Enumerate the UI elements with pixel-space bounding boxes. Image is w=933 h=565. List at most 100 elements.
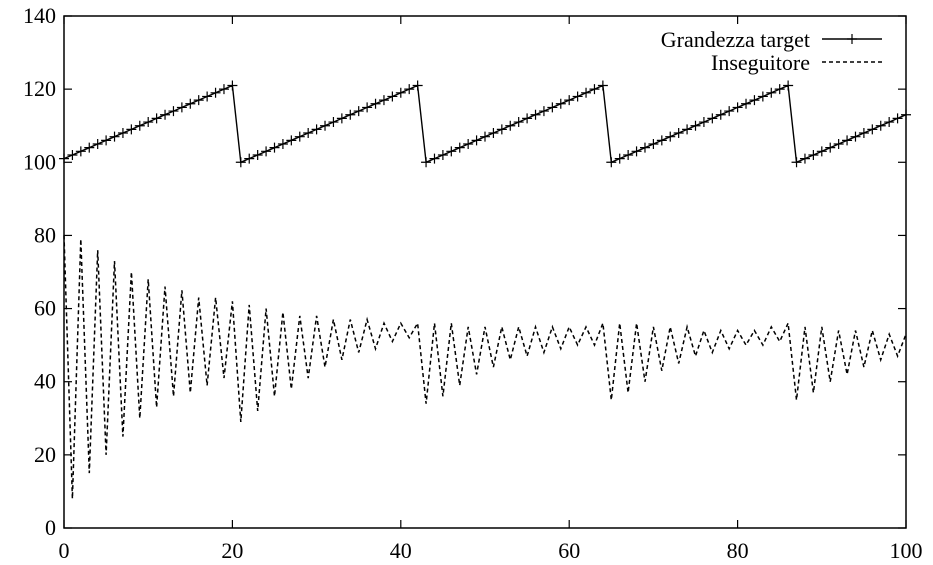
y-tick-label: 40 <box>34 369 56 394</box>
series-point-marker <box>277 139 288 149</box>
series-point-marker <box>505 120 516 131</box>
series-point-marker <box>572 91 583 102</box>
series-line-grandezza-target <box>63 84 907 164</box>
series-point-marker <box>185 98 196 109</box>
series-point-marker <box>715 109 726 120</box>
x-tick-label: 100 <box>890 538 923 563</box>
series-point-marker <box>134 120 145 131</box>
series-point-marker <box>741 98 752 109</box>
y-tick-label: 140 <box>23 3 56 28</box>
series-point-marker <box>589 84 600 95</box>
series-point-marker <box>757 91 768 102</box>
x-tick-label: 60 <box>558 538 580 563</box>
series-point-marker <box>227 80 238 91</box>
series-point-marker <box>858 128 869 139</box>
series-point-marker <box>59 153 69 164</box>
plot-frame <box>63 15 907 529</box>
x-tick-label: 40 <box>390 538 412 563</box>
series-point-marker <box>875 120 886 131</box>
series-point-marker <box>395 87 406 98</box>
series-point-marker <box>842 135 853 146</box>
series-point-marker <box>892 113 903 124</box>
series-point-marker <box>370 98 381 109</box>
series-point-marker <box>639 142 650 153</box>
series-point-marker <box>336 113 347 124</box>
y-tick-label: 80 <box>34 222 56 247</box>
legend-marker-plus <box>847 34 857 44</box>
series-point-marker <box>555 98 566 109</box>
legend: Grandezza target Inseguitore <box>661 27 882 75</box>
series-point-marker <box>884 117 895 128</box>
series-line-inseguitore <box>63 235 907 499</box>
series-point-marker <box>597 80 608 91</box>
y-tick-label: 100 <box>23 149 56 174</box>
series-point-marker <box>252 149 263 160</box>
series-point-marker <box>67 149 78 160</box>
series-point-marker <box>791 157 802 168</box>
series-point-marker <box>724 106 735 117</box>
series-point-marker <box>825 142 836 153</box>
x-tick-label: 0 <box>59 538 70 563</box>
y-tick-label: 120 <box>23 76 56 101</box>
series-point-marker <box>151 113 162 124</box>
series-point-marker <box>92 139 103 149</box>
series-point-marker <box>412 80 423 91</box>
series-point-marker <box>353 106 364 117</box>
legend-label-grandezza-target: Grandezza target <box>661 27 810 52</box>
series-point-marker <box>673 128 684 139</box>
series-point-marker <box>707 113 718 124</box>
series-point-marker <box>84 142 95 153</box>
series-point-marker <box>538 106 549 117</box>
series-point-marker <box>126 124 137 135</box>
series-point-marker <box>437 149 448 160</box>
series-point-marker <box>202 91 213 102</box>
series-point-marker <box>867 124 878 135</box>
series-point-marker <box>463 139 474 149</box>
series-point-marker <box>850 131 861 142</box>
series-point-marker <box>648 139 659 149</box>
series-point-marker <box>168 106 179 117</box>
series-point-marker <box>690 120 701 131</box>
series-point-marker <box>631 146 642 157</box>
series-point-marker <box>749 95 760 106</box>
series-point-marker <box>471 135 482 146</box>
series-point-marker <box>581 87 592 98</box>
series-point-marker <box>261 146 272 157</box>
x-tick-label: 80 <box>727 538 749 563</box>
series-point-marker <box>833 139 844 149</box>
series-point-marker <box>378 95 389 106</box>
series-point-marker <box>488 128 499 139</box>
series-point-marker <box>160 109 171 120</box>
series-point-marker <box>193 95 204 106</box>
series-point-marker <box>404 84 415 95</box>
series-point-marker <box>75 146 86 157</box>
series-point-marker <box>783 80 794 91</box>
series-point-marker <box>362 102 373 113</box>
series-point-marker <box>623 149 634 160</box>
series-point-marker <box>732 102 743 113</box>
series-point-marker <box>320 120 331 131</box>
series-point-marker <box>547 102 558 113</box>
series-point-marker <box>328 117 339 128</box>
series-point-marker <box>269 142 280 153</box>
series-point-marker <box>513 117 524 128</box>
series-point-marker <box>665 131 676 142</box>
series-point-marker <box>218 84 229 95</box>
series-point-marker <box>101 135 112 146</box>
series-point-marker <box>656 135 667 146</box>
x-tick-label: 20 <box>221 538 243 563</box>
series-point-marker <box>766 87 777 98</box>
series-point-marker <box>522 113 533 124</box>
series-point-marker <box>901 109 911 120</box>
series-point-marker <box>429 153 440 164</box>
series-point-marker <box>176 102 187 113</box>
series-point-marker <box>387 91 398 102</box>
series-point-marker <box>446 146 457 157</box>
series-point-marker <box>698 117 709 128</box>
series-point-marker <box>480 131 490 142</box>
series-point-marker <box>210 87 221 98</box>
y-tick-label: 0 <box>45 515 56 540</box>
series-point-marker <box>816 146 827 157</box>
series-point-marker <box>294 131 305 142</box>
